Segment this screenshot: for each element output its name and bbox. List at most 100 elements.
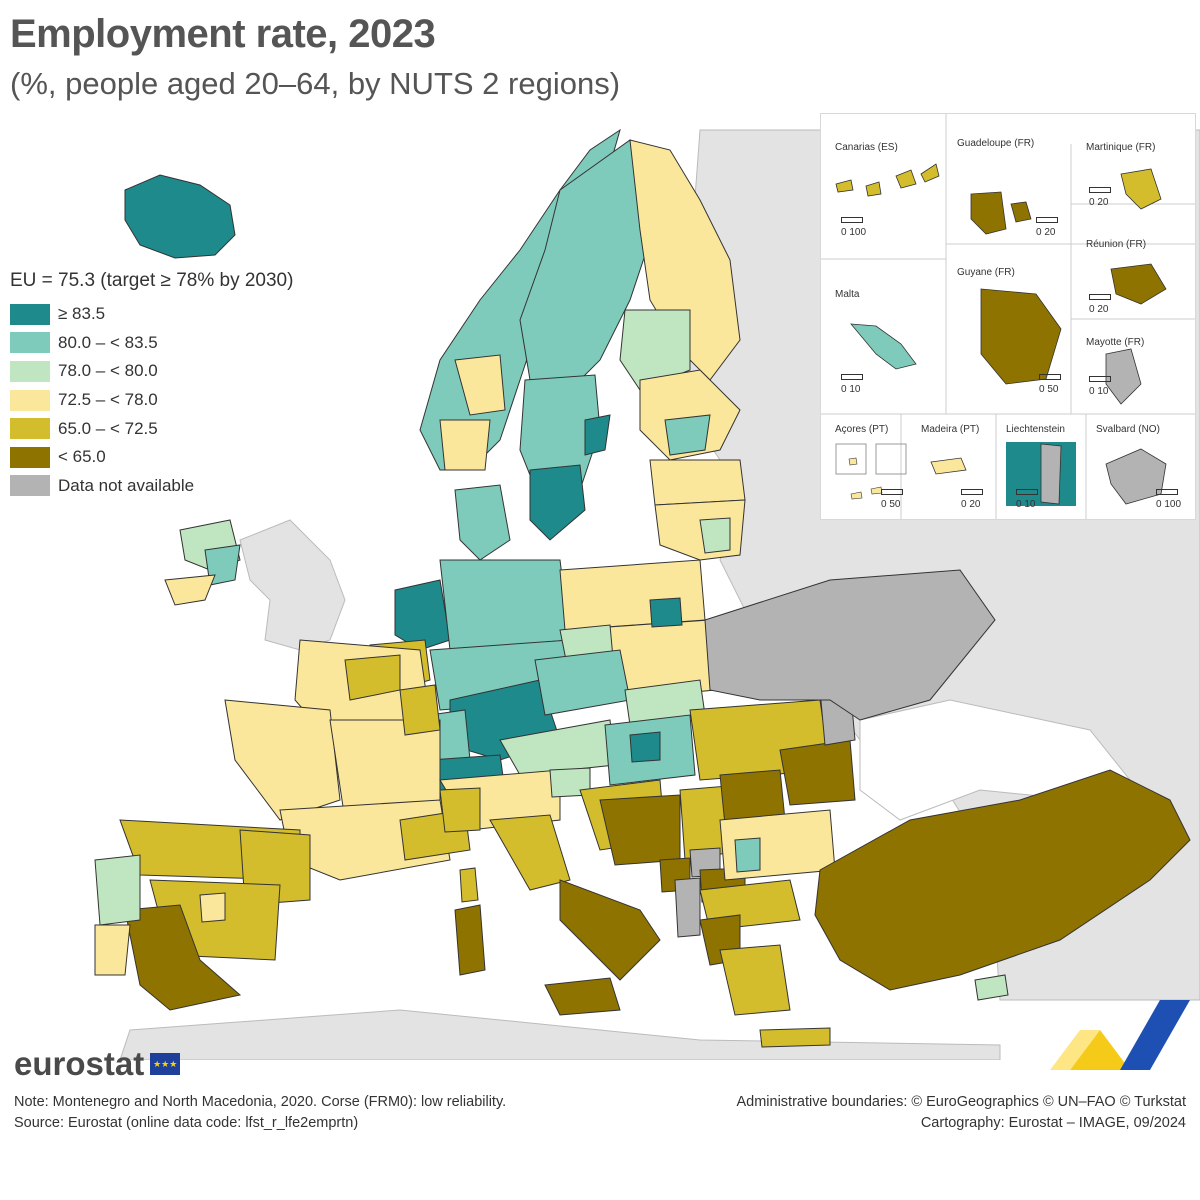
scale-bar-reunion: 0 20 bbox=[1089, 294, 1111, 315]
inset-label-reunion: Réunion (FR) bbox=[1086, 239, 1147, 250]
scale-bar-svalbard: 0 100 bbox=[1156, 489, 1181, 510]
region-italy-center bbox=[489, 814, 571, 891]
region-denmark bbox=[454, 484, 511, 561]
inset-label-guadeloupe: Guadeloupe (FR) bbox=[957, 138, 1035, 149]
inset-acores-islands bbox=[848, 457, 883, 500]
region-norway-oslo bbox=[454, 354, 506, 416]
inset-guadeloupe-island bbox=[970, 191, 1032, 235]
region-crete bbox=[759, 1027, 831, 1048]
scale-text: 0 10 bbox=[841, 384, 861, 395]
legend-swatch bbox=[10, 475, 50, 497]
region-finland-north bbox=[629, 139, 741, 381]
region-norway-south bbox=[439, 419, 491, 471]
scale-text: 0 20 bbox=[1089, 304, 1109, 315]
region-hungary-capital bbox=[629, 731, 661, 763]
region-netherlands bbox=[394, 579, 451, 651]
legend-heading: EU = 75.3 (target ≥ 78% by 2030) bbox=[10, 270, 294, 291]
region-portugal-north bbox=[94, 854, 141, 926]
region-sicily bbox=[544, 977, 621, 1016]
legend-item: < 65.0 bbox=[10, 443, 293, 472]
inset-mayotte-island bbox=[1105, 348, 1142, 405]
non-eu-land-africa bbox=[119, 1009, 1001, 1060]
region-estonia bbox=[664, 414, 711, 456]
inset-malta-island bbox=[850, 323, 917, 370]
inset-panel: Canarias (ES) Guadeloupe (FR) Martinique… bbox=[820, 113, 1196, 520]
region-lithuania bbox=[654, 499, 746, 561]
region-ireland-south bbox=[164, 574, 216, 606]
scale-text: 0 50 bbox=[881, 499, 901, 510]
legend-item: 72.5 – < 78.0 bbox=[10, 386, 293, 415]
region-france-alsace bbox=[399, 684, 441, 736]
region-bulgaria-capital bbox=[734, 837, 761, 873]
scale-text: 0 100 bbox=[1156, 499, 1182, 510]
legend-item: ≥ 83.5 bbox=[10, 300, 293, 329]
scale-text: 0 10 bbox=[1089, 386, 1109, 397]
eurostat-logo: eurostat ★★★ bbox=[14, 1045, 181, 1083]
scale-bar-liechtenstein: 0 10 bbox=[1016, 489, 1038, 510]
legend-swatch bbox=[10, 389, 50, 411]
region-germany-north bbox=[439, 559, 571, 651]
region-italy-northwest bbox=[439, 787, 481, 833]
region-greece-south bbox=[719, 944, 791, 1016]
region-france-west bbox=[224, 699, 341, 821]
scale-text: 0 20 bbox=[961, 499, 981, 510]
non-eu-land-uk bbox=[239, 519, 346, 651]
legend-item: Data not available bbox=[10, 472, 293, 501]
legend-swatch bbox=[10, 418, 50, 440]
region-bosnia bbox=[599, 794, 681, 866]
scale-bar-canarias: 0 100 bbox=[841, 217, 866, 238]
legend-swatch bbox=[10, 303, 50, 325]
inset-label-canarias: Canarias (ES) bbox=[835, 142, 898, 153]
region-poland-capital bbox=[649, 597, 683, 628]
legend-item: 65.0 – < 72.5 bbox=[10, 414, 293, 443]
inset-label-acores: Açores (PT) bbox=[835, 424, 889, 435]
inset-acores-box bbox=[875, 443, 907, 475]
inset-label-martinique: Martinique (FR) bbox=[1086, 142, 1156, 153]
scale-bar-mayotte: 0 10 bbox=[1089, 376, 1111, 397]
scale-bar-acores: 0 50 bbox=[881, 489, 903, 510]
legend-item: 78.0 – < 80.0 bbox=[10, 357, 293, 386]
inset-drawings bbox=[821, 114, 1195, 519]
inset-liechtenstein-region bbox=[1040, 443, 1062, 505]
eu-flag-icon: ★★★ bbox=[150, 1053, 181, 1075]
inset-label-liechtenstein: Liechtenstein bbox=[1006, 424, 1065, 435]
scale-bar-guadeloupe: 0 20 bbox=[1036, 217, 1058, 238]
scale-bar-madeira: 0 20 bbox=[961, 489, 983, 510]
region-spain-south bbox=[124, 904, 242, 1011]
region-romania-east bbox=[779, 739, 856, 806]
inset-canarias-islands bbox=[835, 163, 940, 197]
legend-label: 72.5 – < 78.0 bbox=[58, 390, 158, 410]
footer-note: Note: Montenegro and North Macedonia, 20… bbox=[14, 1094, 507, 1110]
footer-boundaries: Administrative boundaries: © EuroGeograp… bbox=[736, 1094, 1186, 1110]
brand-graphic bbox=[1050, 1000, 1190, 1070]
scale-text: 0 50 bbox=[1039, 384, 1059, 395]
inset-label-madeira: Madeira (PT) bbox=[921, 424, 980, 435]
footer-credits: Administrative boundaries: © EuroGeograp… bbox=[736, 1092, 1186, 1134]
inset-reunion-island bbox=[1110, 263, 1167, 305]
region-sardinia bbox=[454, 904, 486, 976]
legend-swatch bbox=[10, 332, 50, 354]
inset-label-guyane: Guyane (FR) bbox=[957, 267, 1015, 278]
region-poland-north bbox=[559, 559, 706, 631]
region-lithuania-capital bbox=[699, 517, 731, 554]
legend-swatch bbox=[10, 360, 50, 382]
footer-cartography: Cartography: Eurostat – IMAGE, 09/2024 bbox=[920, 1115, 1186, 1131]
scale-bar-martinique: 0 20 bbox=[1089, 187, 1111, 208]
inset-label-malta: Malta bbox=[835, 289, 860, 300]
inset-acores-box bbox=[835, 443, 867, 475]
region-ukraine bbox=[704, 569, 996, 721]
region-iceland bbox=[124, 174, 236, 259]
region-latvia bbox=[649, 459, 746, 506]
scale-bar-guyane: 0 50 bbox=[1039, 374, 1061, 395]
region-sweden-south bbox=[529, 464, 586, 541]
inset-martinique-island bbox=[1120, 168, 1162, 210]
region-portugal-south bbox=[94, 924, 131, 976]
inset-madeira-island bbox=[930, 457, 967, 475]
region-spain-capital bbox=[199, 892, 226, 923]
region-turkiye bbox=[814, 769, 1191, 991]
legend-swatch bbox=[10, 446, 50, 468]
region-sweden-stockholm bbox=[584, 414, 611, 456]
region-czechia bbox=[534, 649, 631, 716]
scale-bar-malta: 0 10 bbox=[841, 374, 863, 395]
footer-source: Source: Eurostat (online data code: lfst… bbox=[14, 1115, 359, 1131]
